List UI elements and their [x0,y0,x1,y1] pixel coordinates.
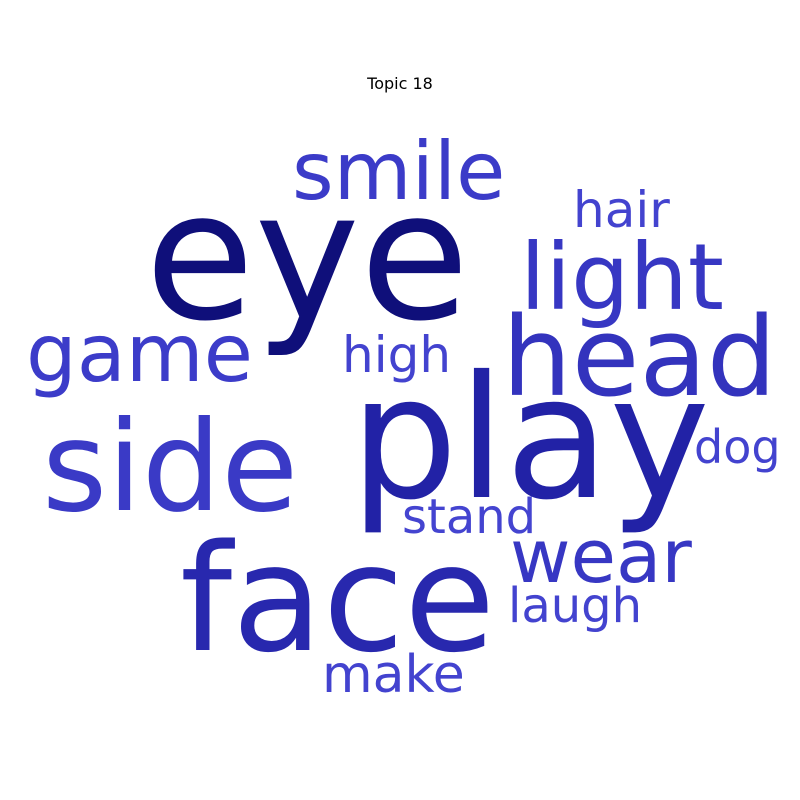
word-face: face [180,513,495,685]
word-head: head [502,293,777,421]
word-wear: wear [510,514,692,600]
word-stand: stand [402,489,536,545]
figure-title: Topic 18 [367,74,433,93]
word-high: high [342,326,451,384]
word-dog: dog [694,420,781,474]
word-hair: hair [573,181,670,239]
word-laugh: laugh [508,578,642,634]
word-smile: smile [292,125,505,218]
word-side: side [42,395,298,540]
word-make: make [322,645,465,705]
word-game: game [26,307,253,400]
word-light: light [520,224,724,331]
word-play: play [350,340,710,538]
word-eye: eye [145,153,469,360]
